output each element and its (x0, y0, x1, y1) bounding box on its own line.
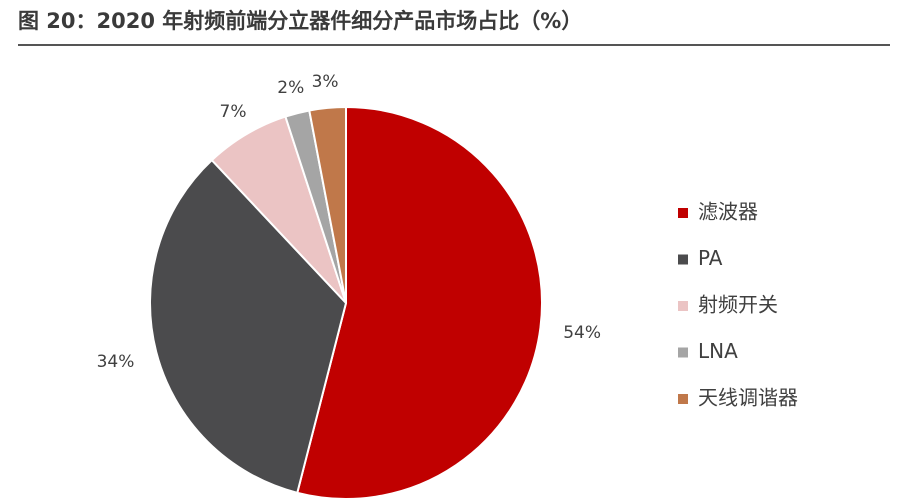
legend-label: 天线调谐器 (698, 386, 798, 410)
legend-label: LNA (698, 339, 738, 363)
legend-label: 射频开关 (698, 293, 778, 317)
data-label: 3% (312, 72, 339, 92)
legend-swatch (678, 301, 688, 311)
legend-swatch (678, 254, 688, 265)
data-label: 34% (97, 352, 135, 372)
data-label: 54% (563, 323, 601, 343)
pie (149, 105, 543, 500)
legend-label: 滤波器 (698, 200, 758, 224)
data-label: 7% (220, 102, 247, 122)
legend-label: PA (698, 246, 723, 270)
legend-swatch (678, 208, 688, 218)
pie-slice (296, 105, 543, 500)
legend-swatch (678, 347, 688, 358)
pie-slice (149, 158, 348, 495)
chart-title: 图 20：2020 年射频前端分立器件细分产品市场占比（%） (18, 9, 582, 33)
data-label: 2% (277, 78, 304, 98)
pie-slice (308, 105, 347, 304)
legend-swatch (678, 394, 688, 404)
